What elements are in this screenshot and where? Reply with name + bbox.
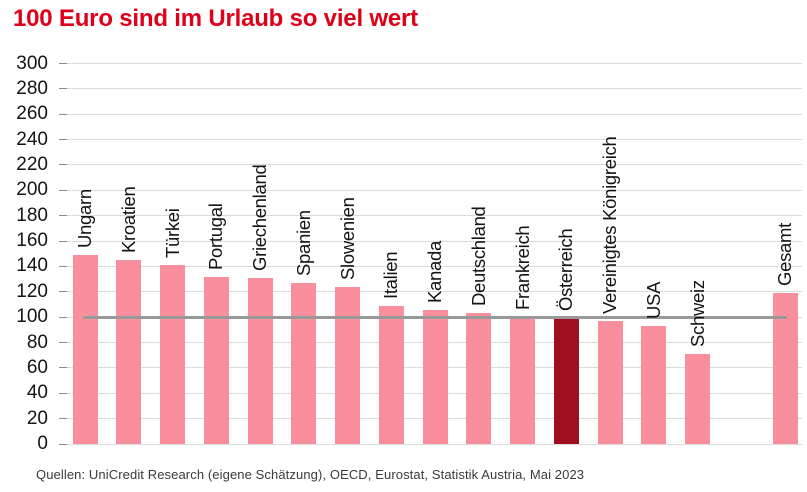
bar-label: Vereinigtes Königreich [599, 136, 620, 314]
gridline [60, 164, 802, 166]
y-axis-label: 220 [16, 153, 48, 175]
bar-label: Portugal [205, 203, 227, 270]
bar-ungarn [72, 255, 98, 444]
bar-label: Kanada [424, 240, 445, 303]
bar-deutschland [466, 313, 492, 444]
bar-label: Schweiz [686, 280, 708, 347]
bar-label: Frankreich [511, 225, 533, 311]
bar-kroatien [116, 260, 142, 444]
bar-label: USA [642, 281, 664, 320]
chart-title: 100 Euro sind im Urlaub so viel wert [13, 5, 418, 32]
y-axis-label: 280 [16, 77, 48, 99]
y-axis-label: 140 [16, 255, 48, 277]
y-axis-label: 40 [26, 382, 48, 404]
y-axis-tick [59, 265, 67, 267]
y-axis-tick [59, 316, 67, 318]
y-axis-label: 200 [16, 179, 48, 201]
y-axis-label: 300 [16, 52, 48, 74]
gridline [60, 240, 802, 242]
y-axis-label: 0 [37, 433, 48, 454]
bar-frankreich [510, 317, 535, 444]
y-axis-tick [59, 139, 67, 141]
y-axis-tick [59, 215, 67, 217]
y-axis-label: 180 [16, 204, 48, 226]
y-axis-tick [59, 367, 67, 369]
gridline [60, 291, 802, 293]
bar--sterreich [553, 318, 579, 444]
y-axis-label: 60 [26, 356, 48, 378]
y-axis-label: 20 [26, 407, 48, 429]
bar-label: Slowenien [336, 197, 358, 280]
y-axis-tick [59, 392, 67, 394]
y-axis-tick [59, 189, 67, 191]
y-axis-label: 160 [16, 230, 48, 252]
gridline [60, 63, 802, 64]
y-axis-label: 100 [16, 306, 48, 328]
bar-label: Deutschland [467, 206, 489, 307]
gridline [60, 88, 802, 90]
gridline [60, 113, 802, 115]
bar-italien [378, 305, 404, 444]
gridline [60, 215, 802, 217]
gridline [60, 189, 802, 191]
source-caption: Quellen: UniCredit Research (eigene Schä… [36, 467, 585, 482]
bar-kanada [422, 309, 448, 444]
gridline [60, 265, 802, 267]
bar-label: Ungarn [74, 189, 95, 249]
y-axis-label: 80 [26, 331, 48, 353]
bar-usa [641, 326, 667, 444]
y-axis-tick [59, 113, 67, 115]
y-axis-tick [59, 342, 67, 344]
bar-label: Italien [380, 251, 402, 299]
y-axis-label: 120 [16, 280, 48, 302]
bar-vereinigtes-k-nigreich [597, 320, 623, 444]
y-axis-tick [59, 88, 67, 90]
bar-label: Türkei [161, 208, 183, 259]
y-axis-tick [59, 291, 67, 293]
bar-t-rkei [160, 265, 185, 444]
gridline [60, 443, 802, 445]
y-axis-tick [59, 418, 67, 420]
bar-label: Österreich [555, 229, 577, 312]
y-axis-tick [59, 443, 67, 445]
bar-griechenland [247, 277, 273, 444]
reference-line-100 [83, 315, 787, 319]
bar-slowenien [335, 286, 360, 444]
bar-label: Spanien [292, 210, 314, 276]
y-axis-label: 240 [16, 128, 48, 150]
y-axis-tick [59, 63, 67, 64]
bar-schweiz [685, 353, 710, 444]
bar-portugal [203, 276, 229, 444]
bar-spanien [291, 282, 317, 444]
bar-label: Griechenland [249, 164, 270, 271]
gridline [60, 139, 802, 141]
bar-label: Gesamt [774, 223, 795, 287]
y-axis-tick [59, 164, 67, 166]
y-axis-label: 260 [16, 103, 48, 125]
y-axis-tick [59, 240, 67, 242]
bar-label: Kroatien [117, 186, 139, 254]
